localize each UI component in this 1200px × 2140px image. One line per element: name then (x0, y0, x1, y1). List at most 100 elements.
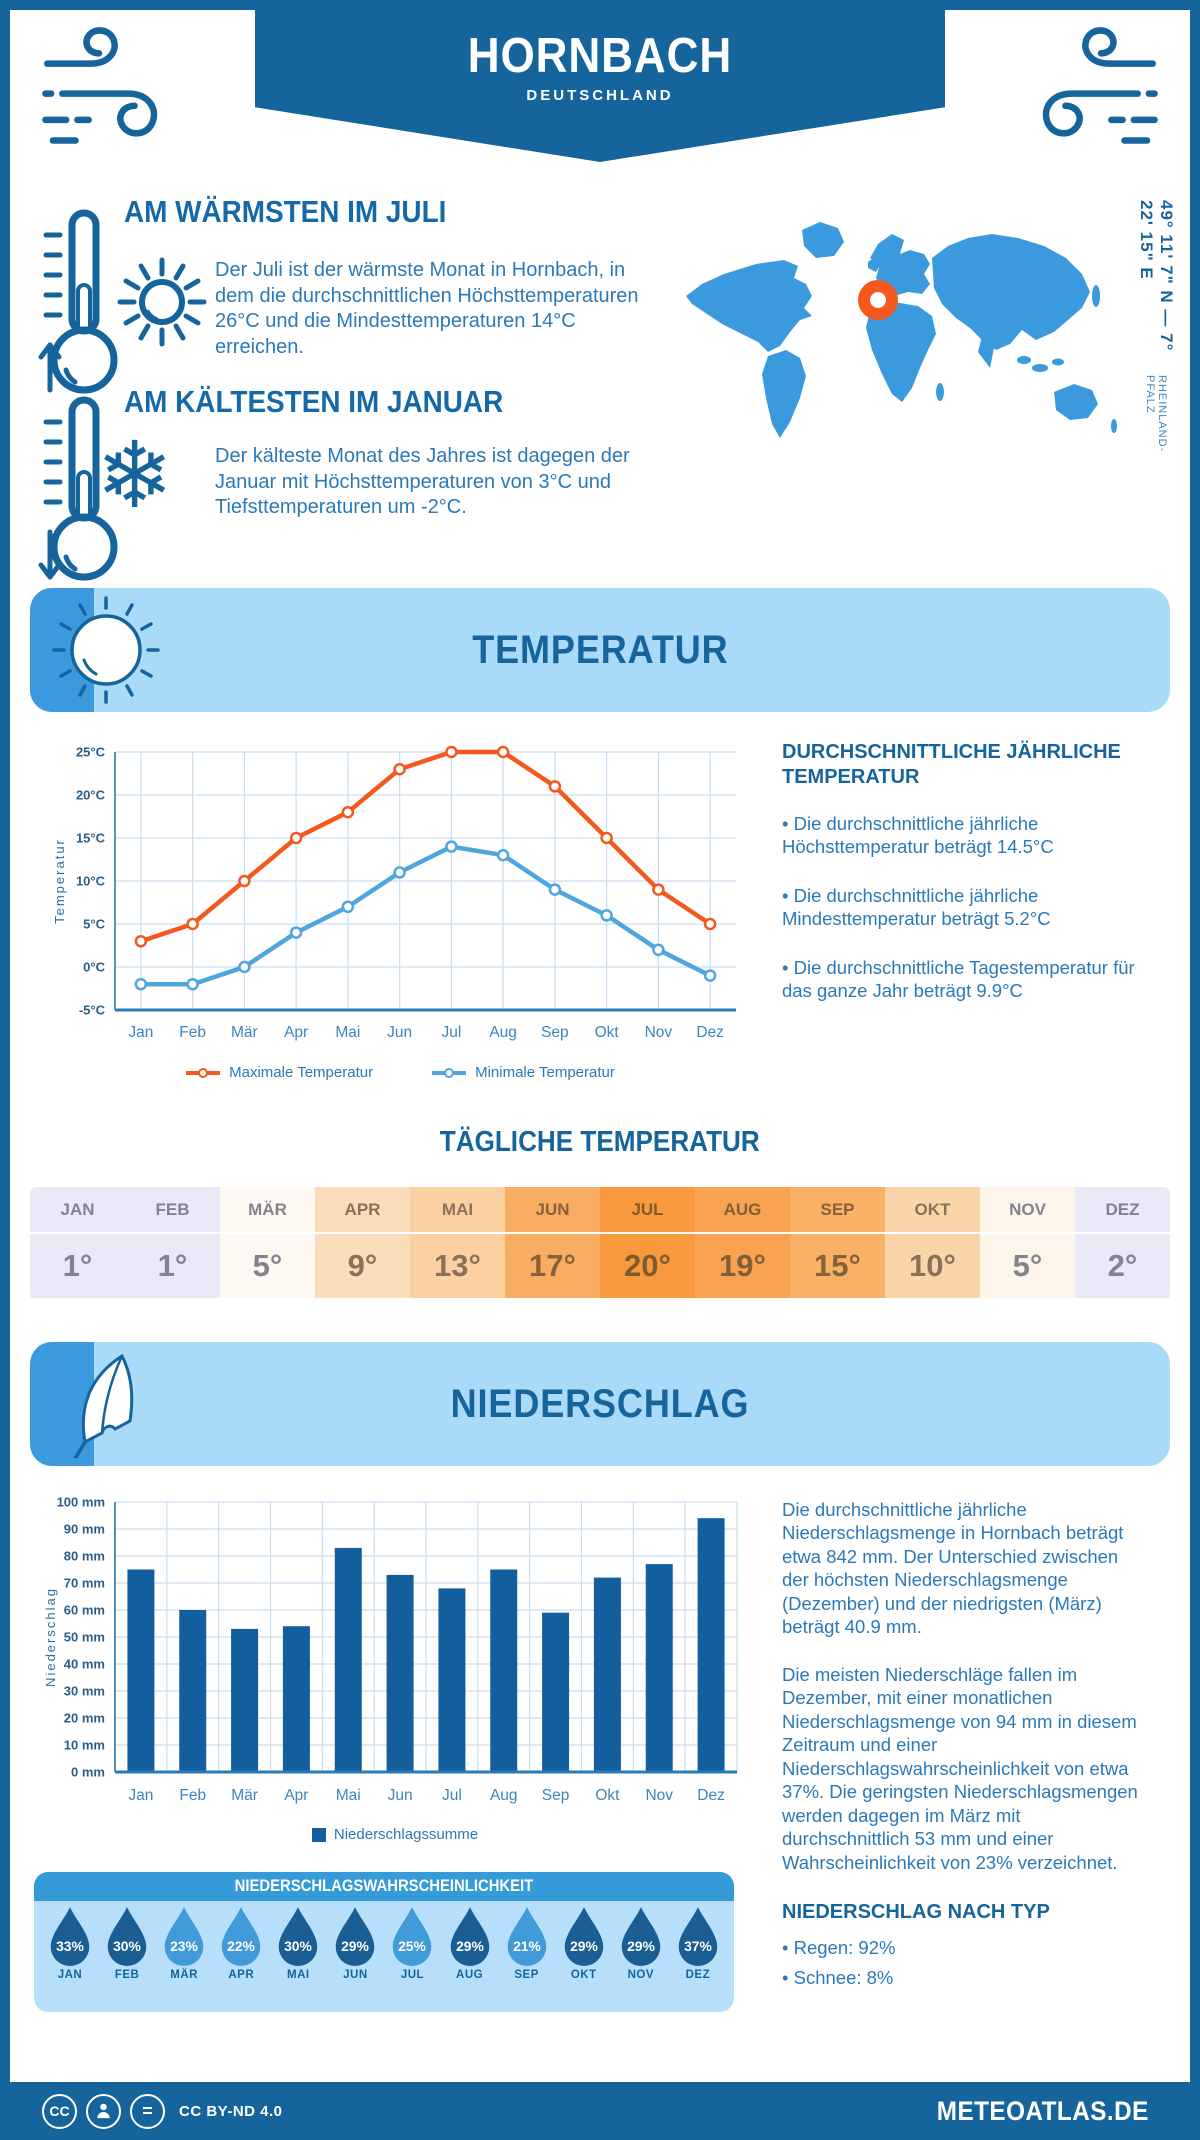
raindrop-icon: 22% (221, 1907, 261, 1966)
point-maximale-temperatur-jun (393, 762, 406, 776)
point-maximale-temperatur-okt (600, 831, 613, 845)
month-name: OKT (885, 1187, 980, 1234)
svg-text:20 mm: 20 mm (64, 1711, 105, 1726)
month-column-mar: MÄR 5° (220, 1187, 315, 1300)
precip-bar-jul (438, 1588, 466, 1772)
legend-label: Minimale Temperatur (475, 1064, 615, 1081)
cc-nd-icon: = (130, 2093, 165, 2129)
temperature-legend: Maximale Temperatur Minimale Temperatur (50, 1064, 750, 1081)
svg-text:20°C: 20°C (76, 788, 106, 803)
svg-text:22%: 22% (227, 1938, 255, 1954)
precip-bar-mar (231, 1628, 259, 1772)
map-madagascar (936, 383, 944, 401)
temperature-bullet: • Die durchschnittliche jährliche Höchst… (782, 813, 1054, 858)
cc-icons: CC = (42, 2093, 165, 2129)
svg-text:15°C: 15°C (76, 831, 106, 846)
legend-label: Niederschlagssumme (333, 1826, 479, 1843)
point-minimale-temperatur-jan (134, 977, 148, 991)
probability-cell-aug: 29% AUG (444, 1906, 496, 1981)
precipitation-type-bullets: • Regen: 92% • Schnee: 8% (782, 1936, 1144, 1990)
legend-square-marker (311, 1827, 326, 1842)
month-name: MÄR (220, 1187, 315, 1234)
location-marker (858, 280, 898, 320)
month-column-nov: NOV 5° (980, 1187, 1075, 1300)
probability-month-label: SEP (514, 1969, 539, 1981)
page-title: HORNBACH (467, 29, 733, 83)
svg-text:10°C: 10°C (76, 874, 106, 889)
svg-text:Sep: Sep (541, 1024, 569, 1041)
svg-text:Apr: Apr (284, 1787, 308, 1804)
point-minimale-temperatur-aug (496, 848, 510, 862)
temperature-bullet: • Die durchschnittliche Tagestemperatur … (782, 956, 1135, 1002)
location-coordinates: 49° 11' 7" N — 7° 22' 15" E RHEINLAND-PF… (1136, 200, 1176, 458)
raindrop-icon: 37% (678, 1907, 718, 1966)
svg-text:Mai: Mai (335, 1024, 360, 1041)
svg-text:50 mm: 50 mm (64, 1630, 105, 1645)
svg-text:Feb: Feb (179, 1024, 206, 1041)
svg-text:Niederschlag: Niederschlag (43, 1587, 58, 1687)
map-britain (868, 256, 882, 272)
legend-item-maximale-temperatur: Maximale Temperatur (185, 1064, 373, 1081)
point-minimale-temperatur-okt (600, 909, 613, 922)
month-column-apr: APR 9° (315, 1187, 410, 1300)
precip-bar-nov (645, 1564, 673, 1772)
month-temperature-value: 19° (695, 1234, 790, 1298)
temperature-aside-bullets: • Die durchschnittliche jährliche Höchst… (782, 812, 1152, 1028)
thermometer-up-icon (38, 209, 118, 394)
raindrop-icon: 29% (336, 1907, 375, 1966)
legend-line-marker (186, 1067, 221, 1078)
svg-text:Feb: Feb (179, 1787, 206, 1804)
svg-text:21%: 21% (513, 1938, 541, 1954)
month-temperature-value: 1° (125, 1234, 220, 1298)
point-maximale-temperatur-jan (134, 934, 148, 948)
snowflake-icon: ❄ (96, 422, 174, 529)
probability-cell-jun: 29% JUN (329, 1906, 381, 1981)
warmest-text: Der Juli ist der wärmste Monat in Hornba… (215, 259, 639, 358)
svg-text:0°C: 0°C (83, 960, 105, 975)
svg-text:Nov: Nov (645, 1787, 673, 1804)
map-north-america (686, 260, 812, 352)
svg-text:5°C: 5°C (83, 917, 105, 932)
svg-text:Jul: Jul (442, 1787, 462, 1804)
probability-month-label: FEB (114, 1969, 140, 1981)
svg-text:29%: 29% (627, 1938, 655, 1954)
precip-bar-apr (282, 1626, 310, 1772)
svg-text:Sep: Sep (542, 1787, 570, 1804)
svg-text:29%: 29% (570, 1938, 598, 1954)
point-maximale-temperatur-nov (652, 883, 665, 896)
line-maximale-temperatur (138, 749, 713, 944)
point-minimale-temperatur-jul (445, 840, 458, 853)
precipitation-type-heading: NIEDERSCHLAG NACH TYP (782, 1901, 1050, 1924)
svg-text:30%: 30% (284, 1938, 312, 1954)
month-name: FEB (125, 1187, 220, 1234)
point-maximale-temperatur-dez (703, 917, 717, 931)
month-name: NOV (980, 1187, 1075, 1234)
precip-bar-mai (334, 1547, 362, 1772)
map-south-america (762, 350, 806, 438)
svg-text:Jan: Jan (128, 1787, 153, 1804)
precipitation-bar-chart: 0 mm 10 mm 20 mm 30 mm 40 mm 50 mm 60 mm 70 mm 8… (43, 1495, 738, 1804)
svg-text:33%: 33% (56, 1938, 84, 1954)
month-column-aug: AUG 19° (695, 1187, 790, 1300)
point-minimale-temperatur-mai (341, 900, 355, 914)
temperature-banner-title: TEMPERATUR (471, 627, 729, 672)
month-column-jun: JUN 17° (505, 1187, 600, 1300)
precip-bar-dez (697, 1518, 725, 1772)
month-column-okt: OKT 10° (885, 1187, 980, 1300)
map-australia (1054, 384, 1098, 420)
temperature-banner: TEMPERATUR (30, 588, 1170, 712)
cc-attribution-icon (86, 2093, 121, 2129)
site-name: METEOATLAS.DE (936, 2095, 1149, 2126)
svg-text:Jan: Jan (128, 1024, 153, 1041)
legend-item-niederschlagssumme: Niederschlagssumme (311, 1826, 479, 1843)
probability-month-label: JAN (57, 1969, 83, 1981)
svg-text:Nov: Nov (645, 1024, 673, 1041)
month-column-sep: SEP 15° (790, 1187, 885, 1300)
point-maximale-temperatur-feb (186, 917, 199, 931)
month-temperature-value: 5° (980, 1234, 1075, 1298)
precipitation-banner: NIEDERSCHLAG (30, 1342, 1170, 1466)
svg-text:Temperatur: Temperatur (52, 838, 67, 924)
point-minimale-temperatur-feb (186, 977, 199, 991)
map-india (978, 336, 994, 368)
